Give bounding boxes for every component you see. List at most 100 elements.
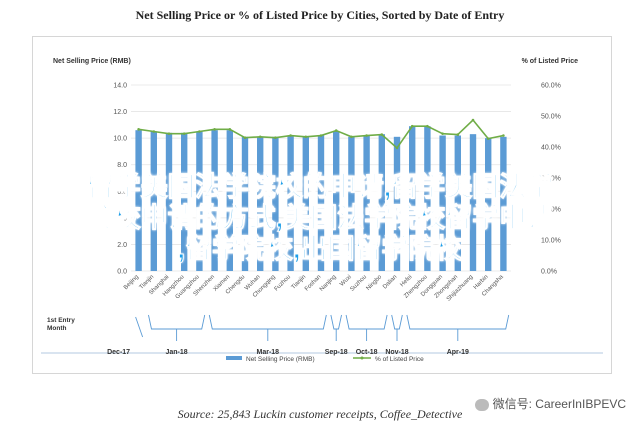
timeline-month: Apr-19 <box>447 349 469 356</box>
y-tick-left: 2.0 <box>117 242 127 249</box>
bar <box>393 136 401 271</box>
x-tick-label: Ningbo <box>366 274 384 292</box>
bar <box>181 132 188 271</box>
y-tick-left: 6.0 <box>117 189 127 196</box>
timeline-month: Sep-18 <box>325 349 348 356</box>
line-point <box>486 137 490 140</box>
line-point <box>380 133 384 136</box>
line-point <box>395 146 399 150</box>
y-tick-right: 60.0% <box>541 83 561 90</box>
line-point <box>441 132 444 135</box>
legend-marker-line <box>360 356 364 360</box>
timeline-bracket <box>208 314 327 330</box>
bar <box>378 134 385 271</box>
line-point <box>243 136 247 139</box>
bar <box>424 126 431 271</box>
y-tick-left: 12.0 <box>113 109 127 116</box>
y-tick-left: 10.0 <box>113 136 127 143</box>
line-point <box>334 129 338 132</box>
legend-label-bar: Net Selling Price (RMB) <box>246 356 315 363</box>
timeline-month: Oct-18 <box>356 349 378 356</box>
bar <box>150 131 157 271</box>
timeline-month: Dec-17 <box>107 349 130 356</box>
y-tick-right: 30.0% <box>541 176 561 183</box>
line-point <box>213 128 216 131</box>
y-tick-left: 14.0 <box>113 83 127 90</box>
line-point <box>198 130 201 133</box>
y-tick-right: 20.0% <box>541 207 561 214</box>
line-point <box>289 134 292 137</box>
y-tick-left: 8.0 <box>117 162 127 169</box>
timeline-bracket <box>345 314 388 330</box>
timeline-bracket <box>391 314 403 330</box>
bar <box>409 126 416 271</box>
timeline-month: Mar-18 <box>257 349 280 356</box>
timeline-month: Nov-18 <box>385 349 408 356</box>
bar <box>272 136 279 271</box>
x-tick-label: Suzhou <box>349 274 368 293</box>
y-tick-left: 4.0 <box>117 215 127 222</box>
line-point <box>137 128 140 131</box>
timeline-bracket <box>330 314 342 330</box>
overlay-text-line-1: 留学美国法学院校的申请,留学美国法学 <box>86 172 554 203</box>
timeline-bracket <box>406 314 510 330</box>
line-point <box>456 133 460 136</box>
bar <box>348 136 355 271</box>
timeline-title-1: 1st Entry <box>47 317 75 324</box>
overlay-text-line-2: 院校申请的方式,美国法学院校留学申请 <box>86 203 554 234</box>
overlay-text-line-3: ,留学院校,出国留学院校 <box>177 234 463 265</box>
line-point <box>410 124 414 128</box>
line-point <box>304 135 308 139</box>
bar <box>485 138 492 271</box>
y-tick-right: 40.0% <box>541 145 561 152</box>
line-point <box>471 118 475 122</box>
bar <box>439 135 446 271</box>
y-tick-right: 0.0% <box>541 269 557 276</box>
chart-title: Net Selling Price or % of Listed Price b… <box>135 8 505 22</box>
bar <box>317 135 325 271</box>
line-point <box>274 136 277 139</box>
wechat-icon <box>474 398 489 411</box>
x-tick-label: Fuzhou <box>274 274 292 292</box>
chart-panel: Net Selling Price (RMB) % of Listed Price… <box>32 36 612 374</box>
y-axis-title-left: Net Selling Price (RMB) <box>53 58 131 65</box>
y-tick-right: 10.0% <box>541 238 561 245</box>
bar <box>135 130 142 271</box>
line-point <box>365 134 368 137</box>
legend-swatch-bar <box>226 356 242 360</box>
timeline-title-2: Month <box>47 325 67 332</box>
line-point <box>350 135 353 139</box>
bar <box>165 132 173 271</box>
chart-svg: Net Selling Price (RMB) % of Listed Price… <box>41 58 603 363</box>
timeline-bracket <box>148 314 206 330</box>
wechat-watermark: 微信号: CareerInIBPEVC <box>474 395 626 412</box>
x-tick-label: Wuxi <box>339 274 353 288</box>
bar <box>333 131 340 271</box>
y-axis-title-right: % of Listed Price <box>522 58 579 65</box>
bar <box>241 136 249 271</box>
line-point <box>502 134 505 137</box>
line-point <box>319 134 323 137</box>
bar <box>226 130 233 271</box>
x-tick-label: Dalian <box>382 274 398 290</box>
timeline-month: Jan-18 <box>166 349 188 356</box>
legend-label-line: % of Listed Price <box>375 356 424 363</box>
bar <box>196 131 203 271</box>
bar <box>302 136 309 271</box>
x-tick-label: Nanjing <box>319 274 338 293</box>
bar <box>500 136 507 271</box>
bar <box>469 134 477 271</box>
wechat-id: 微信号: CareerInIBPEVC <box>492 397 626 411</box>
timeline-bracket <box>135 316 144 338</box>
bar <box>287 135 294 271</box>
line-point <box>182 132 186 135</box>
line-point <box>426 124 429 128</box>
y-tick-right: 50.0% <box>541 114 561 121</box>
line-point <box>167 132 171 135</box>
line-point <box>258 135 262 139</box>
bar <box>211 130 218 271</box>
bar <box>363 135 370 271</box>
y-tick-left: 0.0 <box>117 269 127 276</box>
source-note: Source: 25,843 Luckin customer receipts,… <box>177 407 463 421</box>
x-tick-label: Beijing <box>123 274 140 291</box>
